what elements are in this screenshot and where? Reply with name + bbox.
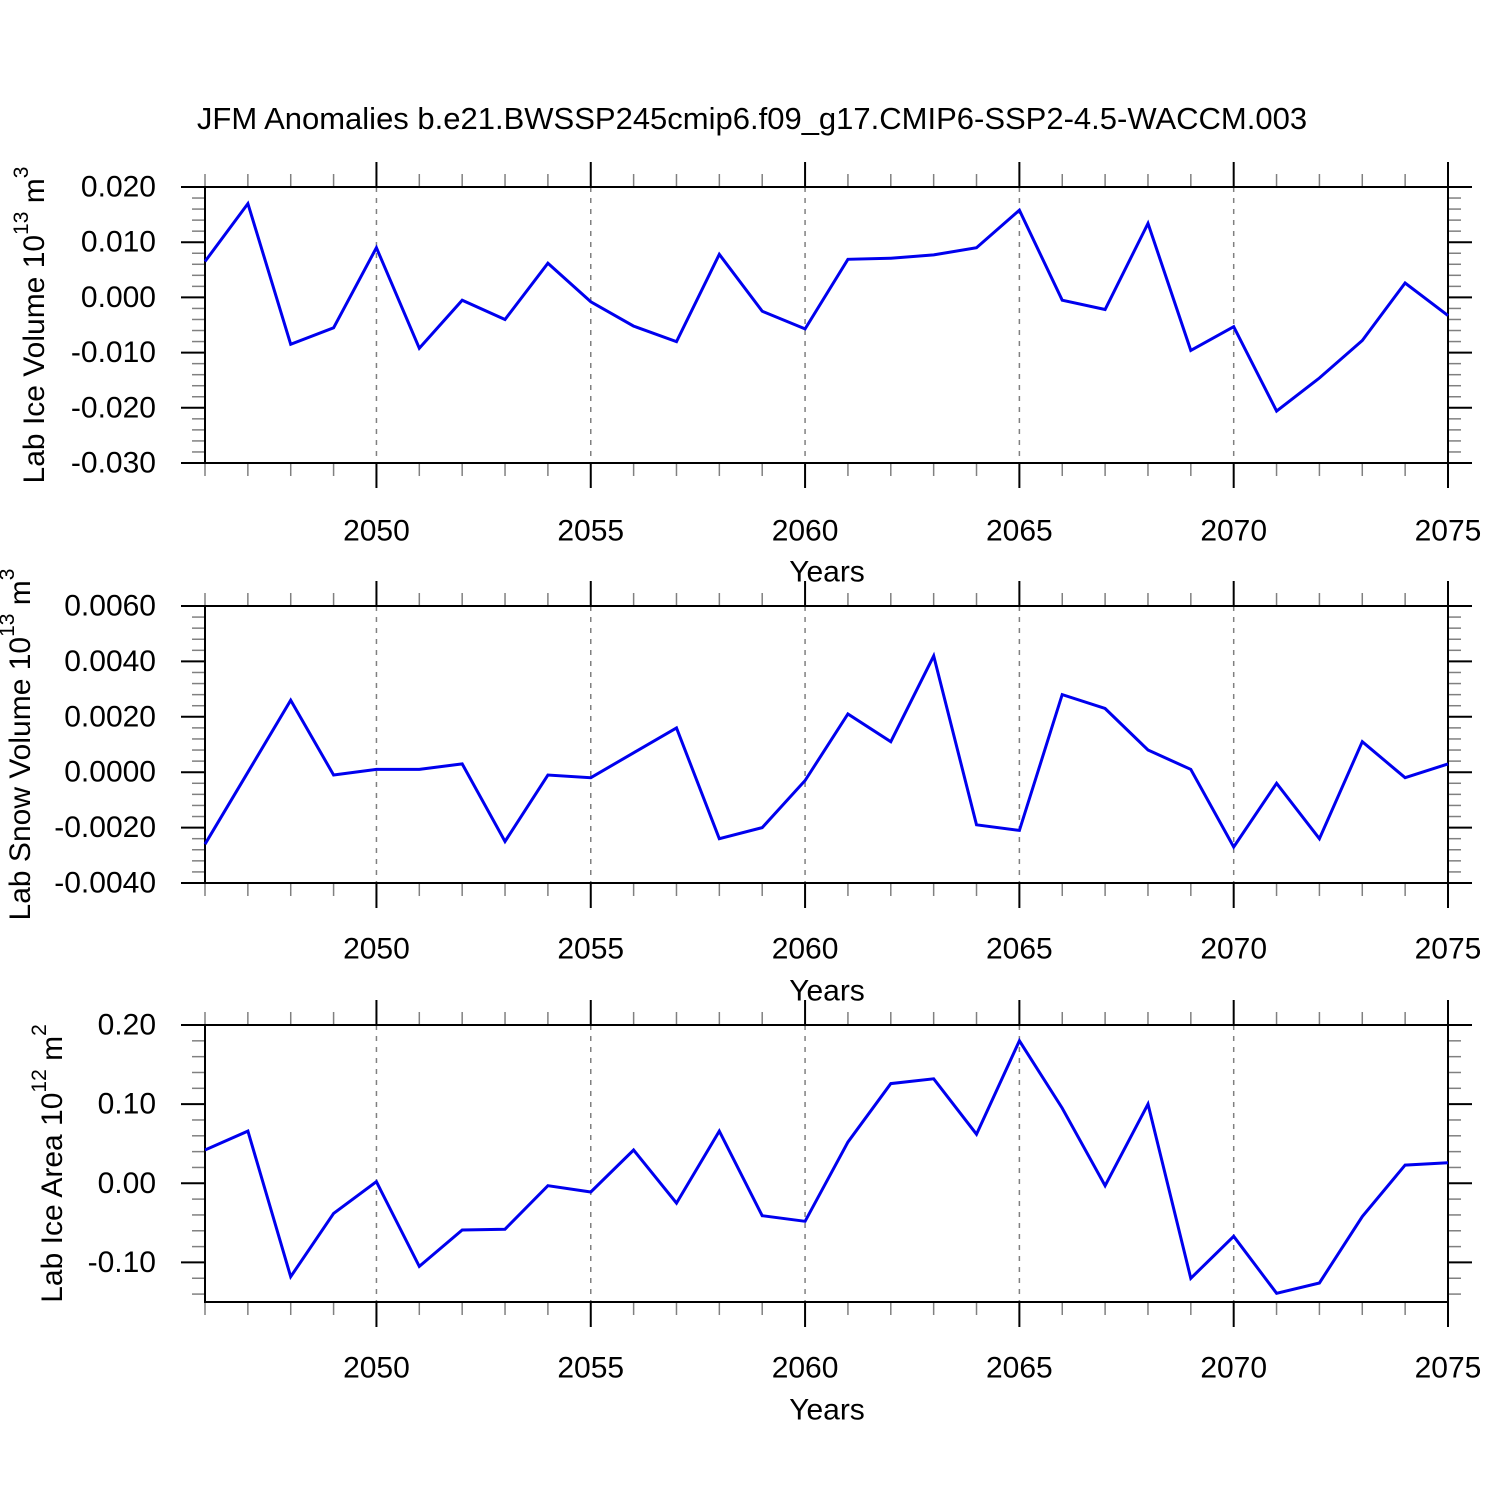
- panel-2-x-tick-label: 2065: [986, 933, 1053, 966]
- panel-2-y-tick-label: 0.0000: [64, 756, 156, 789]
- panel-2-y-tick-label: 0.0040: [64, 645, 156, 678]
- panel-1-x-tick-label: 2075: [1415, 515, 1482, 548]
- panel-3-y-tick-label: 0.00: [98, 1167, 156, 1200]
- panel-3-y-title-text: m: [36, 1036, 69, 1069]
- panel-3-frame: [204, 1024, 1449, 1303]
- panel-1-frame: [204, 186, 1449, 464]
- panel-3-x-tick-label: 2050: [343, 1352, 410, 1385]
- panel-3-y-title-superscript: 12: [28, 1069, 51, 1092]
- panel-1-y-tick-label: 0.020: [81, 171, 156, 204]
- panel-1-y-title-superscript: 13: [10, 212, 33, 235]
- figure-title: JFM Anomalies b.e21.BWSSP245cmip6.f09_g1…: [197, 101, 1307, 136]
- panel-1-data-line: [203, 200, 1449, 414]
- panel-1-y-title-text: m: [18, 178, 51, 211]
- panel-2-data-line: [203, 651, 1449, 850]
- panel-1-y-tick-label: -0.010: [71, 336, 156, 369]
- panel-2-y-tick-label: -0.0040: [54, 867, 156, 900]
- panel-2-y-title-text: m: [4, 580, 37, 613]
- panel-2-x-axis-title: Years: [789, 975, 865, 1008]
- panel-2-y-title-superscript: 13: [0, 614, 19, 637]
- panel-1-y-title-superscript: 3: [10, 167, 33, 179]
- panel-2-y-tick-label: 0.0020: [64, 700, 156, 733]
- panel-3-x-tick-label: 2070: [1200, 1352, 1267, 1385]
- panel-3-x-tick-label: 2055: [557, 1352, 624, 1385]
- panel-2-x-tick-label: 2070: [1200, 933, 1267, 966]
- panel-2-y-title-superscript: 3: [0, 569, 19, 581]
- panel-3-y-tick-label: 0.10: [98, 1088, 156, 1121]
- panel-3-y-axis-title: Lab Ice Area 1012 m2: [28, 1024, 69, 1303]
- panel-1-y-title-text: Lab Ice Volume 10: [18, 235, 51, 484]
- panel-3-x-axis-title: Years: [789, 1394, 865, 1427]
- panel-2-y-tick-label: -0.0020: [54, 811, 156, 844]
- panel-3-x-tick-label: 2060: [772, 1352, 839, 1385]
- panel-2-x-tick-label: 2060: [772, 933, 839, 966]
- panel-1-y-tick-label: 0.010: [81, 226, 156, 259]
- panel-1-y-tick-label: 0.000: [81, 281, 156, 314]
- panel-1-x-axis-title: Years: [789, 556, 865, 589]
- panel-2-x-tick-label: 2055: [557, 933, 624, 966]
- panel-1-x-tick-label: 2050: [343, 515, 410, 548]
- panel-2-y-axis-title: Lab Snow Volume 1013 m3: [0, 569, 37, 921]
- panel-2-y-tick-label: 0.0060: [64, 590, 156, 623]
- panel-1-x-tick-label: 2070: [1200, 515, 1267, 548]
- panel-1-x-tick-label: 2055: [557, 515, 624, 548]
- panel-3-data-line: [204, 1037, 1449, 1295]
- panel-3-y-tick-label: 0.20: [98, 1009, 156, 1042]
- panel-3-x-tick-label: 2065: [986, 1352, 1053, 1385]
- panel-3-y-tick-label: -0.10: [88, 1246, 156, 1279]
- panel-2-x-tick-label: 2075: [1415, 933, 1482, 966]
- panel-3-x-tick-label: 2075: [1415, 1352, 1482, 1385]
- panel-3-y-title-text: Lab Ice Area 10: [36, 1093, 69, 1303]
- panel-1-y-tick-label: -0.030: [71, 447, 156, 480]
- panel-2-y-title-text: Lab Snow Volume 10: [4, 637, 37, 921]
- panel-1-x-tick-label: 2060: [772, 515, 839, 548]
- panel-1-y-tick-label: -0.020: [71, 391, 156, 424]
- panel-2-x-tick-label: 2050: [343, 933, 410, 966]
- panel-1-x-tick-label: 2065: [986, 515, 1053, 548]
- panel-3-y-title-superscript: 2: [28, 1024, 51, 1036]
- panel-2-frame: [204, 605, 1449, 884]
- panel-1-y-axis-title: Lab Ice Volume 1013 m3: [10, 167, 51, 484]
